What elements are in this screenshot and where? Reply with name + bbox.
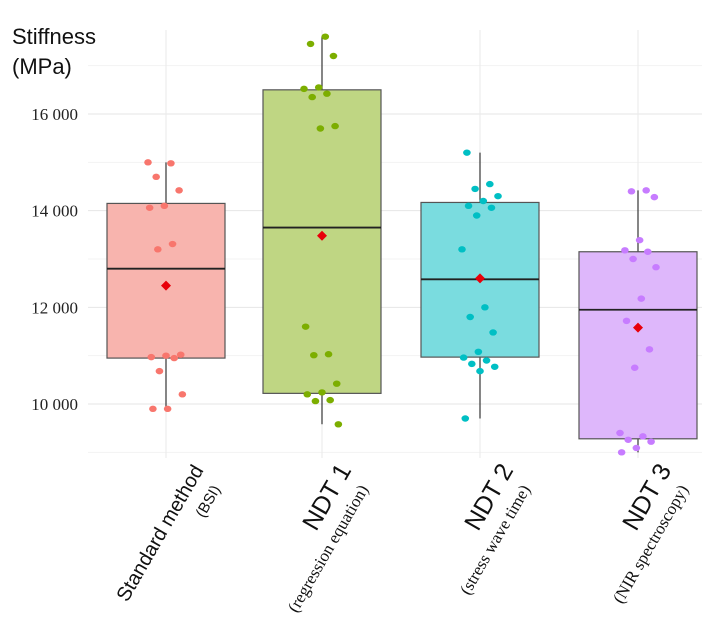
data-point	[627, 188, 636, 195]
data-point	[461, 415, 470, 422]
data-point	[321, 33, 330, 40]
data-point	[630, 364, 639, 371]
data-point	[487, 204, 496, 211]
data-point	[160, 202, 169, 210]
data-point	[308, 93, 316, 101]
y-axis-label-line-1: Stiffness	[12, 24, 96, 49]
data-point	[152, 173, 160, 181]
data-point	[167, 160, 175, 167]
data-point	[323, 90, 331, 97]
data-point	[147, 353, 156, 361]
data-point	[632, 444, 641, 452]
category-label-1: NDT 1(regression equation)	[284, 459, 372, 616]
data-point	[645, 346, 654, 353]
box-iqr	[578, 251, 698, 440]
y-tick-label: 16 000	[31, 105, 78, 124]
data-point	[149, 405, 157, 413]
data-point	[145, 204, 154, 211]
data-point	[464, 202, 473, 210]
y-tick-label: 12 000	[31, 298, 78, 317]
data-point	[494, 192, 502, 200]
data-point	[486, 180, 494, 188]
data-point	[621, 247, 629, 254]
mean-marker	[475, 273, 485, 284]
data-point	[331, 122, 339, 130]
data-point	[472, 212, 481, 219]
data-point	[463, 149, 471, 156]
data-point	[642, 187, 650, 194]
data-point	[639, 433, 647, 440]
y-axis-label-line-2: (MPa)	[12, 54, 72, 79]
data-point	[490, 363, 499, 370]
category-label-0: Standard method(BSI)	[113, 462, 225, 606]
box-group-3	[578, 187, 698, 456]
y-tick-label: 10 000	[31, 395, 78, 414]
data-point	[635, 236, 644, 244]
data-point	[310, 351, 318, 359]
mean-marker	[317, 230, 327, 241]
data-point	[170, 354, 178, 362]
data-point	[300, 85, 308, 93]
data-point	[471, 185, 479, 193]
data-point	[647, 438, 655, 445]
data-point	[324, 351, 333, 358]
data-point	[629, 255, 637, 263]
data-point	[459, 354, 468, 361]
data-point	[163, 405, 172, 413]
data-point	[466, 313, 474, 321]
mean-marker	[633, 322, 643, 333]
data-point	[637, 295, 646, 302]
data-point	[617, 449, 626, 456]
data-point	[616, 429, 624, 437]
y-axis-label: Stiffness (MPa)	[12, 22, 96, 82]
data-point	[652, 264, 660, 271]
data-point	[334, 421, 343, 428]
data-point	[301, 323, 310, 330]
box-plots	[106, 33, 698, 456]
box-iqr	[262, 89, 382, 394]
data-point	[622, 317, 631, 325]
data-point	[155, 367, 164, 375]
data-point	[650, 193, 659, 201]
data-point	[306, 40, 315, 48]
category-label-3: NDT 3(NIR spectroscopy)	[609, 459, 692, 607]
data-point	[168, 240, 177, 248]
data-point	[178, 391, 187, 398]
data-point	[318, 389, 326, 396]
data-point	[644, 248, 652, 255]
data-point	[144, 159, 152, 166]
data-point	[332, 380, 341, 387]
y-axis-ticks: 10 000 12 000 14 000 16 000	[31, 105, 78, 414]
box-group-1	[262, 33, 382, 428]
data-point	[314, 84, 323, 91]
data-point	[482, 357, 491, 364]
data-point	[316, 125, 325, 132]
data-point	[458, 246, 466, 253]
data-point	[468, 360, 476, 368]
data-point	[176, 351, 185, 358]
data-point	[303, 391, 312, 398]
category-label-2: NDT 2(stress wave time)	[456, 459, 534, 598]
data-point	[474, 348, 483, 355]
data-point	[329, 52, 338, 60]
data-point	[162, 352, 170, 359]
box-group-2	[420, 149, 540, 422]
data-point	[311, 397, 320, 405]
data-point	[476, 367, 484, 375]
data-point	[154, 246, 162, 253]
data-point	[175, 187, 183, 194]
mean-marker	[161, 280, 171, 291]
data-point	[481, 304, 489, 311]
box-group-0	[106, 159, 226, 413]
x-axis-category-labels: Standard method(BSI) NDT 1(regression equ…	[113, 459, 693, 616]
y-tick-label: 14 000	[31, 202, 78, 221]
data-point	[624, 436, 632, 443]
data-point	[326, 396, 334, 404]
category-label-main: Standard method	[113, 462, 209, 606]
data-point	[489, 329, 497, 336]
data-point	[479, 197, 488, 205]
